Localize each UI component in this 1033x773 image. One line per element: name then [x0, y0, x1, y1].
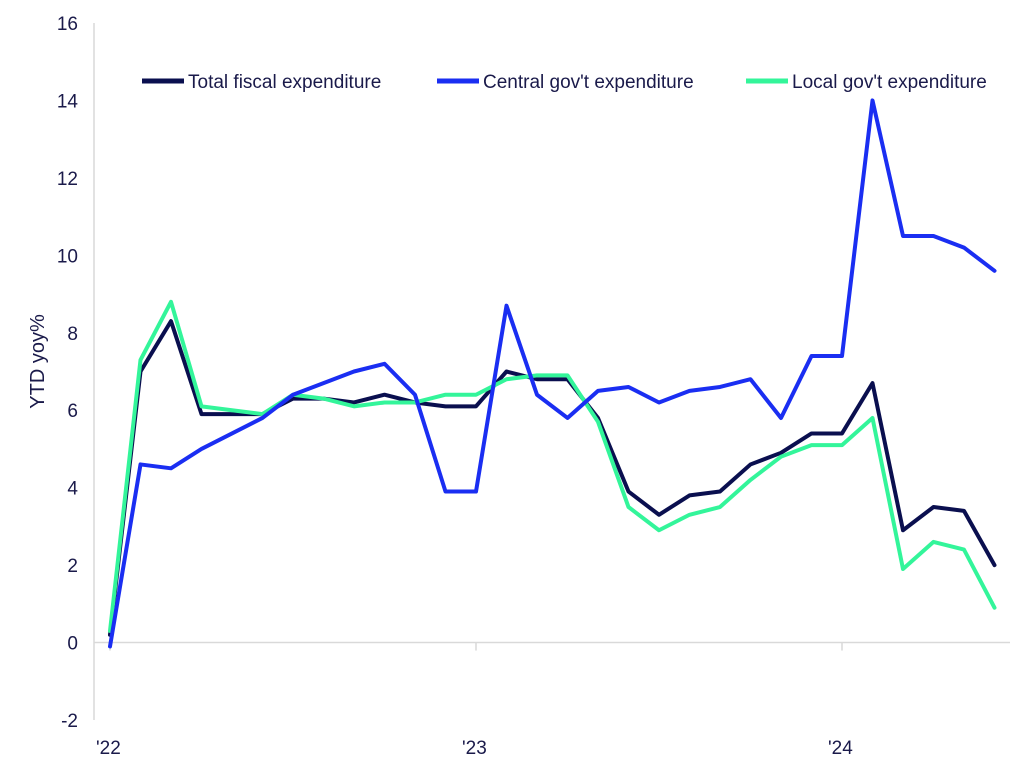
y-tick-label: 12: [57, 169, 78, 190]
y-tick-labels: -2 0 2 4 6 8 10 12 14 16: [57, 14, 79, 732]
y-tick-label: 6: [67, 401, 78, 422]
legend-item: Central gov't expenditure: [437, 72, 694, 93]
y-tick-label: 8: [67, 324, 78, 345]
x-tick-label: '22: [96, 738, 121, 759]
legend-label: Local gov't expenditure: [792, 72, 987, 93]
y-axis-title: YTD yoy%: [27, 314, 49, 409]
axes: [93, 23, 1010, 720]
legend: Total fiscal expenditure Central gov't ex…: [142, 72, 987, 93]
y-tick-label: -2: [61, 711, 78, 732]
x-tick-label: '24: [828, 738, 853, 759]
legend-label: Total fiscal expenditure: [188, 72, 381, 93]
y-tick-label: 2: [67, 556, 78, 577]
series-line-local: [108, 299, 997, 633]
x-tick-labels: '22 '23 '24: [96, 642, 853, 759]
legend-item: Local gov't expenditure: [746, 72, 987, 93]
legend-label: Central gov't expenditure: [483, 72, 694, 93]
y-tick-label: 16: [57, 14, 78, 35]
y-tick-label: 14: [57, 91, 79, 112]
y-tick-label: 10: [57, 246, 78, 267]
series-lines: [108, 98, 997, 649]
series-line-central: [108, 98, 997, 649]
series-line-total: [108, 319, 997, 637]
legend-item: Total fiscal expenditure: [142, 72, 381, 93]
y-tick-label: 0: [67, 634, 78, 655]
x-tick-label: '23: [462, 738, 487, 759]
y-tick-label: 4: [67, 479, 78, 500]
